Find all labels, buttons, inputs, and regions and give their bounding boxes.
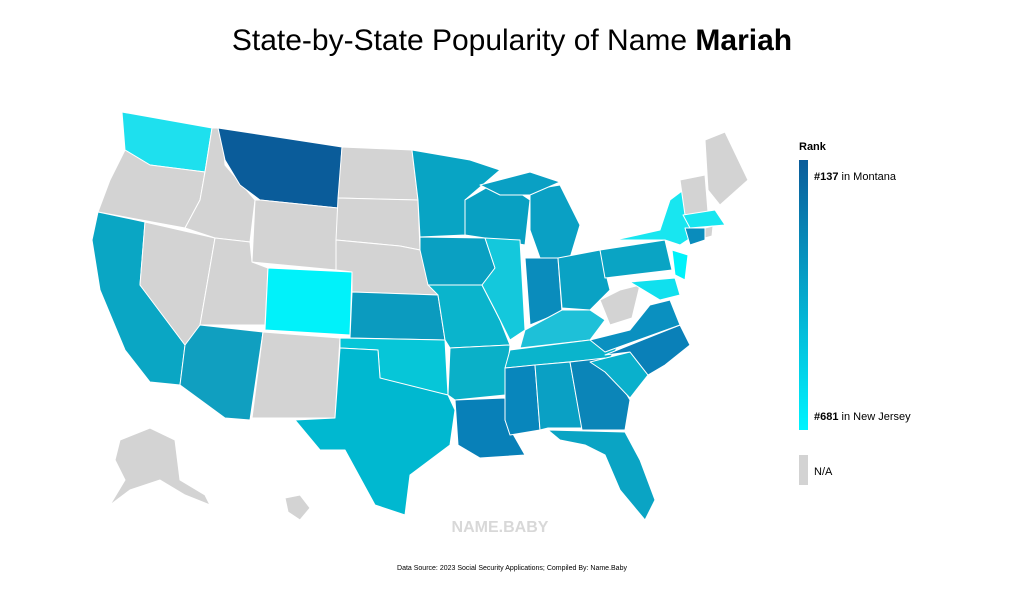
state — [337, 146, 419, 201]
state — [251, 199, 339, 271]
state — [534, 361, 583, 431]
state — [481, 237, 526, 341]
legend-bottom: #681 in New Jersey — [814, 411, 911, 423]
legend-gradient — [799, 160, 808, 430]
state — [589, 351, 649, 399]
state — [284, 494, 311, 521]
legend-top-rank: #137 — [814, 171, 838, 183]
legend-bottom-text: in New Jersey — [842, 411, 912, 423]
state — [264, 267, 353, 336]
state — [109, 427, 211, 506]
state — [447, 344, 511, 401]
state — [529, 184, 581, 259]
state — [419, 236, 496, 286]
state — [679, 174, 709, 216]
title-name: Mariah — [695, 24, 792, 57]
legend: Rank #137 in Montana #681 in New Jersey … — [799, 141, 911, 485]
us-map — [91, 111, 749, 521]
legend-na: N/A — [814, 466, 833, 478]
legend-bottom-rank: #681 — [814, 411, 838, 423]
state — [629, 277, 681, 301]
state — [682, 209, 726, 229]
state — [179, 324, 264, 421]
state — [704, 225, 714, 239]
title-text: State-by-State Popularity of Name — [232, 24, 687, 57]
state — [599, 239, 673, 279]
legend-na-swatch — [799, 455, 808, 485]
state — [684, 227, 706, 246]
legend-title: Rank — [799, 141, 827, 153]
state — [547, 429, 656, 521]
state — [479, 171, 561, 196]
state — [504, 364, 541, 436]
state — [519, 309, 606, 349]
legend-top: #137 in Montana — [814, 171, 897, 183]
title: State-by-State Popularity of Name Mariah — [232, 24, 792, 57]
state — [671, 249, 689, 281]
legend-top-text: in Montana — [842, 171, 897, 183]
state — [251, 331, 341, 419]
state — [349, 291, 446, 341]
source-note: Data Source: 2023 Social Security Applic… — [397, 565, 627, 572]
state — [704, 131, 749, 206]
state — [589, 299, 681, 353]
state — [294, 347, 456, 516]
watermark: NAME.BABY — [452, 519, 549, 536]
state — [599, 284, 641, 326]
